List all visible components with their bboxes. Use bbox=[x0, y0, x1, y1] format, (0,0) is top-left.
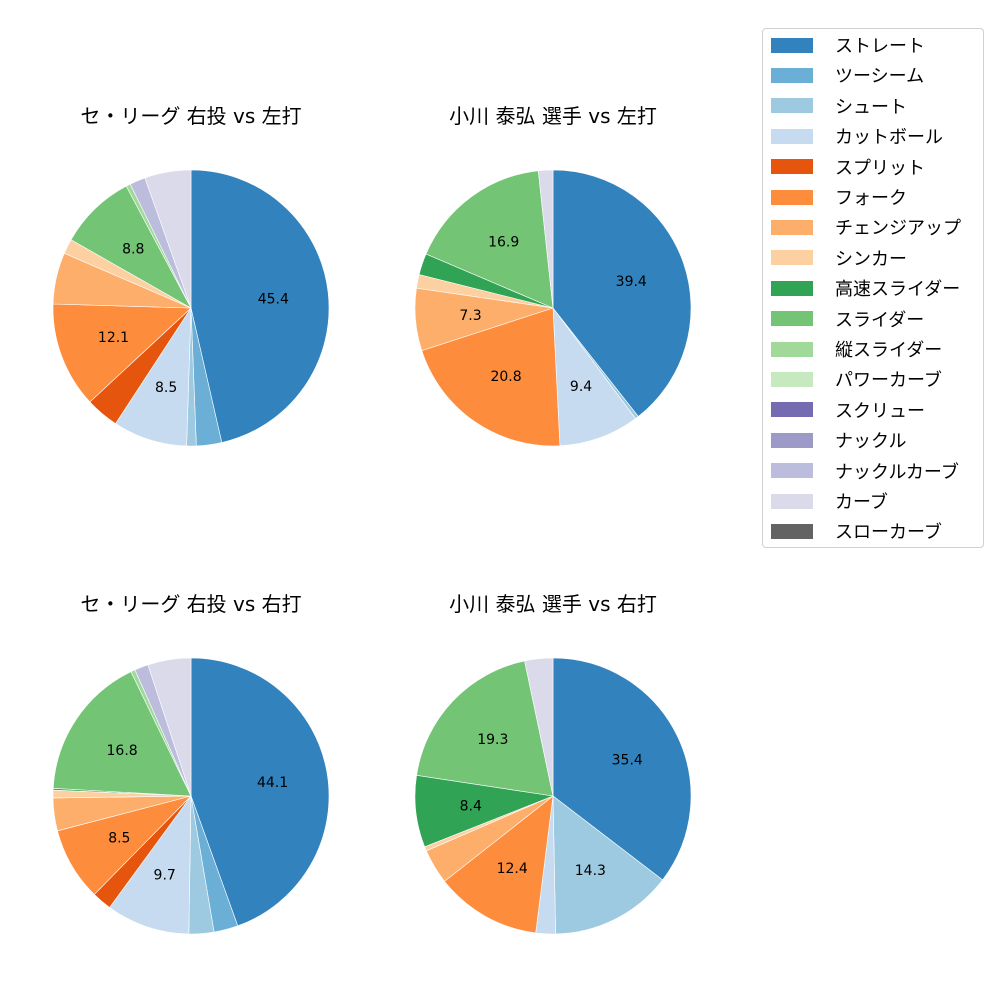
pie-slice bbox=[421, 307, 561, 447]
legend-swatch bbox=[771, 371, 813, 387]
legend-item: シンカー bbox=[771, 246, 907, 270]
legend-item: チェンジアップ bbox=[771, 215, 961, 239]
pie-slice-label: 8.4 bbox=[460, 798, 482, 814]
legend-item: ツーシーム bbox=[771, 63, 924, 87]
pie-slice-label: 45.4 bbox=[258, 292, 289, 308]
legend-item: スプリット bbox=[771, 155, 925, 179]
legend-swatch bbox=[771, 402, 813, 418]
pie-slice-label: 7.3 bbox=[459, 308, 481, 324]
pie-slice-label: 8.5 bbox=[155, 380, 177, 396]
pie-slice-label: 16.9 bbox=[488, 234, 519, 250]
legend-label: ナックルカーブ bbox=[835, 461, 959, 483]
legend-item: シュート bbox=[771, 94, 907, 118]
legend: ストレートツーシームシュートカットボール スプリットフォークチェンジアップ シンカー… bbox=[762, 28, 984, 548]
pie-panel-ogawa-vs-left: 小川 泰弘 選手 vs 左打 39.4 9.4 20.8 7.3 16.9 bbox=[388, 100, 718, 520]
legend-item: カーブ bbox=[771, 489, 888, 513]
legend-item: ストレート bbox=[771, 33, 925, 57]
pie-slice-label: 8.8 bbox=[122, 242, 144, 258]
legend-item: スローカーブ bbox=[771, 519, 942, 543]
legend-swatch bbox=[771, 311, 813, 327]
pie-slice bbox=[425, 170, 554, 309]
legend-label: ツーシーム bbox=[835, 66, 925, 88]
pie-slice bbox=[524, 657, 554, 797]
legend-swatch bbox=[771, 189, 813, 205]
legend-swatch bbox=[771, 159, 813, 175]
legend-label: スクリュー bbox=[835, 400, 925, 422]
legend-item: スクリュー bbox=[771, 398, 925, 422]
pie-slice-label: 14.3 bbox=[575, 863, 606, 879]
legend-item: スライダー bbox=[771, 307, 924, 331]
pie-chart: 39.4 9.4 20.8 7.3 16.9 bbox=[414, 169, 692, 447]
legend-label: ストレート bbox=[835, 36, 925, 57]
pie-slice-label: 12.1 bbox=[98, 330, 129, 346]
pie-slice bbox=[444, 795, 554, 934]
pie-slice bbox=[190, 657, 330, 927]
legend-label: シュート bbox=[835, 96, 907, 118]
pie-slice bbox=[52, 303, 192, 403]
pie-slice bbox=[552, 307, 636, 447]
pie-slice-label: 9.7 bbox=[154, 868, 176, 884]
legend-swatch bbox=[771, 98, 813, 114]
pie-slice-label: 8.5 bbox=[108, 830, 130, 846]
pie-chart: 45.4 8.5 12.1 8.8 bbox=[52, 169, 330, 447]
pie-slice bbox=[144, 169, 192, 309]
pie-chart: 35.4 14.3 12.4 8.4 19.3 bbox=[414, 657, 692, 935]
pie-panel-ogawa-vs-right: 小川 泰弘 選手 vs 右打 35.4 14.3 12.4 8.4 19.3 bbox=[388, 588, 718, 1008]
pie-slice-label: 20.8 bbox=[490, 369, 521, 385]
panel-title: セ・リーグ 右投 vs 左打 bbox=[80, 104, 302, 128]
legend-swatch bbox=[771, 280, 813, 296]
pie-slice bbox=[190, 169, 330, 443]
pie-chart: 44.1 9.7 8.5 16.8 bbox=[52, 657, 330, 935]
legend-swatch bbox=[771, 219, 813, 235]
legend-label: スローカーブ bbox=[835, 522, 942, 544]
panel-title: セ・リーグ 右投 vs 右打 bbox=[80, 592, 302, 616]
pie-slice-label: 39.4 bbox=[616, 274, 647, 290]
pie-panel-league-vs-right: セ・リーグ 右投 vs 右打 44.1 9.7 8.5 16.8 bbox=[26, 588, 356, 1008]
legend-swatch bbox=[771, 128, 813, 144]
pie-slice-label: 19.3 bbox=[477, 732, 508, 748]
legend-label: スプリット bbox=[835, 157, 925, 179]
legend-item: パワーカーブ bbox=[771, 367, 942, 391]
pie-slice bbox=[416, 660, 554, 797]
pie-slice bbox=[109, 795, 192, 935]
legend-swatch bbox=[771, 523, 813, 539]
pie-slice bbox=[552, 795, 663, 935]
pie-slice bbox=[552, 657, 692, 881]
legend-swatch bbox=[771, 67, 813, 83]
legend-swatch bbox=[771, 493, 813, 509]
legend-label: カットボール bbox=[835, 127, 943, 149]
legend-swatch bbox=[771, 37, 813, 53]
legend-swatch bbox=[771, 250, 813, 266]
legend-label: 高速スライダー bbox=[835, 279, 961, 301]
panel-title: 小川 泰弘 選手 vs 右打 bbox=[449, 592, 657, 616]
legend-item: ナックルカーブ bbox=[771, 459, 959, 483]
legend-label: スライダー bbox=[835, 309, 925, 331]
legend-label: フォーク bbox=[835, 188, 907, 209]
legend-item: フォーク bbox=[771, 185, 907, 209]
pie-slice-label: 9.4 bbox=[570, 379, 592, 395]
pie-panel-league-vs-left: セ・リーグ 右投 vs 左打 45.4 8.5 12.1 8.8 bbox=[26, 100, 356, 520]
pie-slice bbox=[147, 657, 192, 797]
pie-slice bbox=[552, 169, 692, 417]
pie-slice bbox=[52, 671, 192, 797]
legend-item: ナックル bbox=[771, 428, 906, 452]
pie-slice-label: 16.8 bbox=[107, 743, 138, 759]
legend-item: 縦スライダー bbox=[771, 337, 942, 361]
legend-swatch bbox=[771, 341, 813, 357]
legend-item: 高速スライダー bbox=[771, 276, 960, 300]
pie-slice bbox=[537, 169, 554, 309]
legend-label: パワーカーブ bbox=[835, 370, 942, 392]
legend-label: チェンジアップ bbox=[835, 218, 961, 240]
pie-slice-label: 44.1 bbox=[257, 775, 288, 791]
legend-swatch bbox=[771, 432, 813, 448]
legend-label: シンカー bbox=[835, 248, 907, 270]
legend-swatch bbox=[771, 463, 813, 479]
legend-label: 縦スライダー bbox=[835, 340, 943, 361]
pie-slice-label: 12.4 bbox=[497, 861, 528, 877]
legend-label: ナックル bbox=[835, 431, 907, 453]
panel-title: 小川 泰弘 選手 vs 左打 bbox=[449, 104, 657, 128]
pie-slice-label: 35.4 bbox=[612, 752, 643, 768]
legend-item: カットボール bbox=[771, 124, 943, 148]
legend-label: カーブ bbox=[835, 492, 888, 513]
